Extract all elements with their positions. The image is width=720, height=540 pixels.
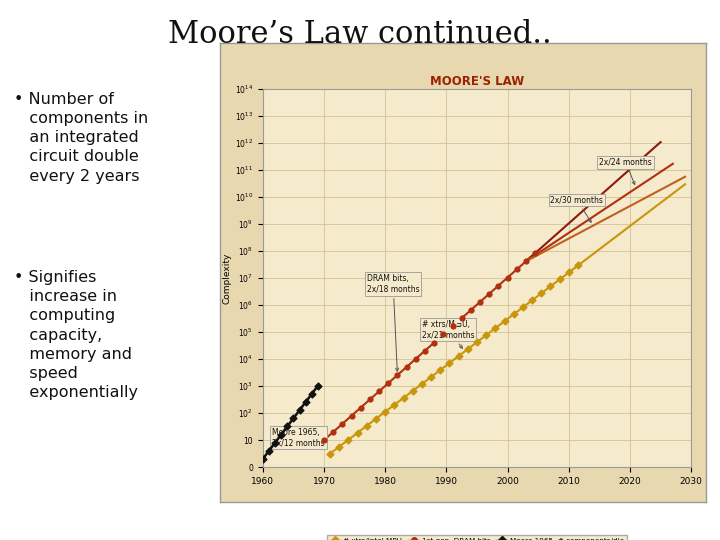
Point (257, 455, 269, 463)
Legend: # xtrs/Intel MPU, 1st gen. DRAM bits, Moore 1965, # components/die: # xtrs/Intel MPU, 1st gen. DRAM bits, Mo… (327, 535, 627, 540)
Point (373, 387, 384, 396)
Point (419, 346, 431, 355)
Point (294, 406, 305, 415)
Point (554, 275, 565, 284)
Point (474, 298, 486, 306)
Point (355, 403, 366, 412)
Point (275, 430, 287, 439)
Point (456, 314, 467, 322)
Point (465, 306, 477, 314)
Point (361, 421, 372, 430)
Point (389, 401, 400, 409)
Point (328, 428, 339, 436)
Title: MOORE'S LAW: MOORE'S LAW (430, 75, 524, 88)
Point (336, 420, 348, 428)
Point (364, 395, 376, 404)
Point (526, 296, 538, 305)
Point (502, 273, 513, 282)
Point (511, 265, 523, 274)
Point (563, 268, 575, 277)
Point (444, 359, 455, 367)
Point (480, 331, 492, 340)
Point (544, 282, 556, 291)
Text: • Number of
   components in
   an integrated
   circuit double
   every 2 years: • Number of components in an integrated … (14, 92, 148, 184)
Point (269, 438, 281, 447)
Point (536, 289, 547, 298)
Text: # xtrs/MᴞU,
2x/21 months: # xtrs/MᴞU, 2x/21 months (422, 320, 474, 348)
Point (333, 442, 345, 451)
Text: DRAM bits,
2x/18 months: DRAM bits, 2x/18 months (366, 274, 420, 371)
Point (471, 338, 482, 347)
Point (370, 414, 382, 423)
Point (318, 436, 330, 444)
Point (401, 363, 413, 372)
Point (508, 310, 519, 319)
Point (520, 257, 531, 266)
Point (324, 449, 336, 458)
Point (462, 345, 474, 353)
Text: Moore’s Law continued..: Moore’s Law continued.. (168, 19, 552, 50)
Point (490, 324, 501, 333)
Point (446, 322, 458, 330)
Point (426, 373, 437, 381)
Point (382, 379, 394, 388)
Y-axis label: Complexity: Complexity (223, 252, 232, 304)
Point (517, 303, 528, 312)
Point (346, 411, 357, 420)
Point (282, 422, 293, 431)
Point (529, 249, 541, 258)
Point (572, 261, 584, 270)
Point (438, 330, 449, 339)
Point (483, 289, 495, 298)
Point (251, 463, 262, 471)
Point (410, 354, 421, 363)
Point (343, 435, 354, 444)
Text: Moore 1965,
2x/12 months: Moore 1965, 2x/12 months (272, 428, 325, 448)
Point (392, 371, 403, 380)
Text: 2x/30 months: 2x/30 months (550, 195, 603, 222)
Point (312, 381, 323, 390)
Point (499, 317, 510, 326)
Point (428, 338, 440, 347)
Text: • Signifies
   increase in
   computing
   capacity,
   memory and
   speed
   e: • Signifies increase in computing capaci… (14, 270, 138, 400)
Point (434, 366, 446, 374)
Point (453, 352, 464, 360)
Point (379, 408, 391, 416)
Point (263, 447, 274, 455)
Point (492, 281, 504, 290)
Point (407, 387, 418, 395)
Point (416, 380, 428, 388)
Text: 2x/24 months: 2x/24 months (599, 158, 652, 185)
Point (397, 394, 409, 402)
Point (287, 414, 299, 423)
Point (352, 428, 364, 437)
Point (300, 398, 311, 407)
Point (306, 390, 318, 399)
